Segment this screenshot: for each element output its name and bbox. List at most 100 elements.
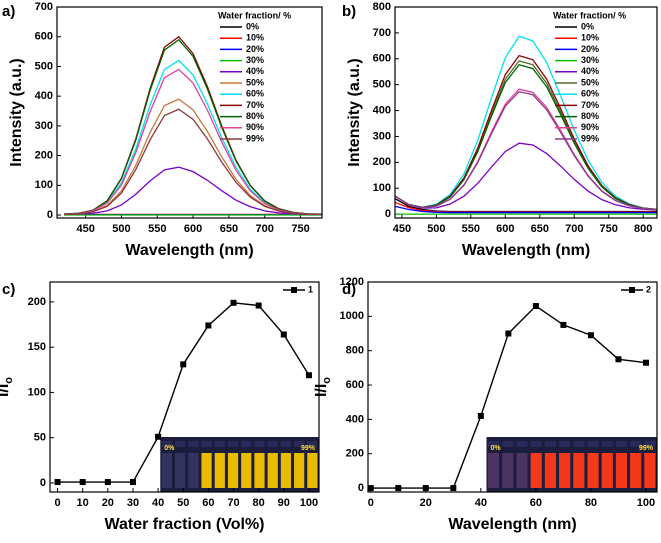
point — [305, 372, 312, 379]
vial — [502, 453, 514, 488]
panel-label: d) — [342, 281, 356, 298]
x-tick-label: 70 — [227, 497, 239, 509]
vial-cap — [544, 441, 557, 447]
vial — [307, 453, 318, 488]
vial-cap — [254, 441, 265, 447]
series-line — [395, 142, 657, 211]
y-tick-label: 1000 — [340, 310, 364, 322]
vial-cap — [161, 441, 173, 447]
x-tick-label: 40 — [475, 497, 487, 509]
x-tick-label: 60 — [530, 497, 542, 509]
vial-cap — [267, 441, 278, 447]
legend-label: 60% — [581, 89, 599, 99]
vial-cap — [487, 441, 500, 447]
x-axis-title: Water fraction (Vol%) — [104, 516, 264, 533]
panel: b) 450 500 550 600 650 700 750 800 0 100 200 300 400 5… — [342, 1, 658, 259]
vial-cap — [573, 441, 585, 447]
y-tick-label: 200 — [35, 149, 53, 161]
point — [180, 361, 187, 368]
legend-label: 90% — [246, 122, 264, 132]
point — [587, 332, 594, 339]
x-tick-label: 450 — [76, 223, 94, 235]
x-tick-label: 500 — [112, 223, 130, 235]
y-tick-label: 0 — [385, 208, 391, 220]
legend-marker — [291, 287, 297, 293]
y-axis-title: I/Io — [313, 377, 333, 397]
vial — [573, 453, 585, 488]
vial — [516, 453, 528, 488]
y-tick-label: 300 — [35, 120, 53, 132]
point — [477, 412, 484, 419]
vial — [630, 453, 642, 488]
legend-label: 40% — [246, 66, 264, 76]
x-tick-label: 80 — [253, 497, 265, 509]
series-line — [64, 108, 322, 216]
legend-label: 50% — [246, 77, 264, 87]
vial-cap — [175, 441, 186, 447]
point — [255, 302, 262, 309]
vial-cap — [294, 441, 305, 447]
series-line — [64, 166, 322, 216]
vial-cap — [630, 441, 642, 447]
legend-title: Water fraction/ % — [218, 10, 291, 20]
series-line — [395, 35, 657, 211]
point — [79, 479, 86, 486]
vial — [241, 453, 252, 488]
point — [450, 485, 457, 492]
vial-cap — [280, 441, 292, 447]
vial-cap — [601, 441, 613, 447]
y-tick-label: 400 — [35, 90, 53, 102]
y-axis-title-main: I/I — [313, 384, 330, 397]
legend-label: 70% — [581, 100, 599, 110]
y-axis-title: Intensity (a.u.) — [8, 58, 25, 166]
series-line — [395, 60, 657, 211]
y-tick-label: 300 — [373, 130, 391, 142]
point — [505, 330, 512, 337]
y-tick-label: 500 — [35, 60, 53, 72]
vial — [201, 453, 212, 488]
vial — [487, 453, 500, 488]
vial-cap — [502, 441, 514, 447]
legend-label: 99% — [581, 133, 599, 143]
x-tick-label: 100 — [300, 497, 318, 509]
vial — [544, 453, 557, 488]
series-line — [395, 205, 657, 214]
vial — [254, 453, 265, 488]
point — [280, 331, 287, 338]
vial-cap — [241, 441, 252, 447]
point — [54, 479, 61, 486]
vial-cap — [188, 441, 199, 447]
legend-label: 0% — [581, 21, 594, 31]
legend-label: 30% — [246, 55, 264, 65]
x-tick-label: 10 — [77, 497, 89, 509]
x-tick-label: 20 — [102, 497, 114, 509]
plot-frame — [394, 6, 658, 219]
x-tick-label: 90 — [278, 497, 290, 509]
vial — [227, 453, 239, 488]
vial — [601, 453, 613, 488]
y-tick-label: 700 — [373, 27, 391, 39]
y-axis-title-sub: o — [321, 377, 333, 384]
legend-title: Water fraction/ % — [553, 10, 626, 20]
x-tick-label: 650 — [220, 223, 238, 235]
x-tick-label: 500 — [427, 223, 445, 235]
legend-label: 0% — [246, 21, 259, 31]
vial — [280, 453, 292, 488]
y-axis-title-sub: o — [3, 377, 15, 384]
vial-cap — [227, 441, 239, 447]
y-tick-label: 0 — [47, 209, 53, 221]
y-tick-label: 400 — [373, 104, 391, 116]
point — [230, 299, 237, 306]
point — [104, 479, 111, 486]
x-tick-label: 750 — [291, 223, 309, 235]
x-tick-label: 700 — [565, 223, 583, 235]
point — [129, 479, 136, 486]
inset-label: 99% — [639, 445, 654, 452]
plot-frame — [49, 281, 320, 493]
plot-frame — [56, 6, 323, 219]
y-tick-label: 100 — [35, 179, 53, 191]
legend-label: 20% — [581, 44, 599, 54]
y-tick-label: 600 — [35, 31, 53, 43]
vial — [615, 453, 628, 488]
